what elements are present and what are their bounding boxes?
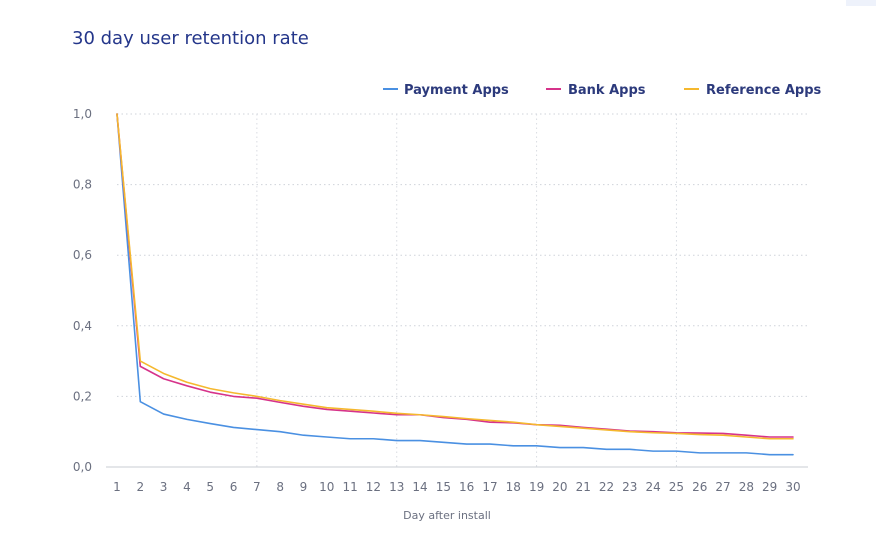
x-tick-label: 30 [785, 480, 800, 494]
y-tick-label: 0,0 [73, 460, 92, 474]
y-tick-label: 0,8 [73, 178, 92, 192]
legend-label-bank-apps: Bank Apps [568, 83, 646, 98]
series-layer [116, 113, 794, 456]
x-tick-label: 2 [136, 480, 144, 494]
x-tick-label: 13 [389, 480, 404, 494]
x-tick-label: 8 [276, 480, 284, 494]
series-line-bank-apps [116, 113, 794, 438]
x-tick-label: 17 [482, 480, 497, 494]
x-tick-label: 22 [599, 480, 614, 494]
legend-label-payment-apps: Payment Apps [404, 83, 509, 98]
x-tick-label: 9 [300, 480, 308, 494]
x-tick-label: 28 [739, 480, 754, 494]
x-tick-label: 19 [529, 480, 544, 494]
y-tick-label: 1,0 [73, 107, 92, 121]
legend-item-bank-apps[interactable]: Bank Apps [546, 83, 646, 98]
x-tick-label: 6 [230, 480, 238, 494]
y-tick-label: 0,4 [73, 319, 92, 333]
x-tick-label: 16 [459, 480, 474, 494]
x-tick-label: 26 [692, 480, 707, 494]
x-tick-label: 11 [342, 480, 357, 494]
x-tick-label: 24 [645, 480, 660, 494]
x-tick-label: 23 [622, 480, 637, 494]
x-tick-label: 15 [436, 480, 451, 494]
x-tick-label: 21 [576, 480, 591, 494]
x-tick-label: 20 [552, 480, 567, 494]
legend-label-reference-apps: Reference Apps [706, 83, 822, 98]
axis-layer: 0,00,20,40,60,81,01 2 3 4 5 6 7 8 9 10 11 12 13 14 15 1… [73, 107, 808, 494]
x-tick-label: 1 [113, 480, 121, 494]
x-tick-label: 29 [762, 480, 777, 494]
y-tick-label: 0,6 [73, 248, 92, 262]
series-line-payment-apps [116, 113, 794, 456]
grid-layer [117, 113, 808, 467]
legend-item-payment-apps[interactable]: Payment Apps [383, 83, 509, 98]
chart-title: 30 day user retention rate [72, 28, 309, 49]
y-tick-label: 0,2 [73, 389, 92, 403]
x-tick-label: 27 [715, 480, 730, 494]
x-tick-label: 25 [669, 480, 684, 494]
series-line-reference-apps [116, 113, 794, 440]
legend: Payment Apps Bank Apps Reference Apps [383, 83, 822, 98]
x-tick-label: 10 [319, 480, 334, 494]
x-tick-label: 14 [412, 480, 427, 494]
x-tick-label: 12 [366, 480, 381, 494]
x-tick-label: 3 [160, 480, 168, 494]
x-axis-title: Day after install [403, 509, 491, 522]
x-tick-label: 18 [506, 480, 521, 494]
x-tick-label: 7 [253, 480, 261, 494]
legend-item-reference-apps[interactable]: Reference Apps [684, 83, 822, 98]
x-tick-label: 5 [206, 480, 214, 494]
x-tick-label: 4 [183, 480, 191, 494]
corner-tab [846, 0, 876, 6]
